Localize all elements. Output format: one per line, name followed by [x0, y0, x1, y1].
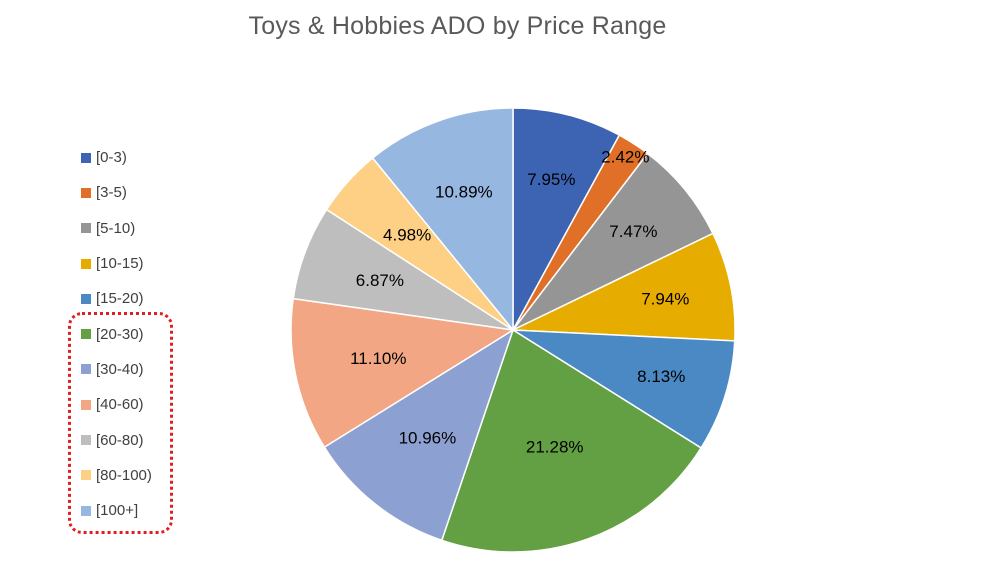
- pie-slice-7: [323, 328, 515, 542]
- legend-label: [5-10): [96, 219, 136, 237]
- legend-item: [80-100): [81, 458, 152, 493]
- legend-item: [10-15): [81, 246, 152, 281]
- legend-swatch: [81, 293, 91, 304]
- slice-data-label-4: 7.94%: [641, 290, 689, 309]
- legend-label: [3-5): [96, 184, 127, 202]
- legend-label: [30-40): [96, 360, 144, 378]
- legend-label: [10-15): [96, 255, 144, 273]
- slice-data-label-1: 7.95%: [527, 170, 575, 189]
- legend-item: [15-20): [81, 281, 152, 316]
- legend-swatch: [81, 329, 91, 340]
- legend-swatch: [81, 364, 91, 375]
- pie-slice-4: [512, 232, 736, 342]
- legend-swatch: [81, 399, 91, 410]
- legend-label: [15-20): [96, 290, 144, 308]
- pie-slice-6: [440, 328, 703, 553]
- pie-slice-11: [371, 107, 514, 333]
- slice-data-label-2: 2.42%: [601, 147, 649, 166]
- legend-item: [3-5): [81, 175, 152, 210]
- legend-swatch: [81, 435, 91, 446]
- legend-swatch: [81, 187, 91, 198]
- slice-data-label-3: 7.47%: [609, 222, 657, 241]
- slice-data-label-9: 6.87%: [356, 271, 404, 290]
- pie-slice-3: [512, 152, 714, 331]
- slice-data-label-11: 10.89%: [435, 182, 493, 201]
- slice-data-label-7: 10.96%: [399, 428, 457, 447]
- legend-swatch: [81, 505, 91, 516]
- legend-swatch: [81, 470, 91, 481]
- legend-swatch: [81, 258, 91, 269]
- slice-data-label-10: 4.98%: [383, 226, 431, 245]
- legend-swatch: [81, 223, 91, 234]
- legend-label: [20-30): [96, 325, 144, 343]
- legend-item: [5-10): [81, 211, 152, 246]
- legend-label: [60-80): [96, 431, 144, 449]
- legend-item: [100+]: [81, 493, 152, 528]
- legend: [0-3) [3-5) [5-10) [10-15) [15-20) [20-30) [30…: [81, 140, 152, 528]
- pie-slice-8: [290, 297, 516, 449]
- legend-label: [100+]: [96, 502, 139, 520]
- legend-label: [0-3): [96, 149, 127, 167]
- legend-item: [40-60): [81, 387, 152, 422]
- chart-title: Toys & Hobbies ADO by Price Range: [248, 12, 667, 40]
- pie-slice-1: [512, 107, 621, 331]
- legend-swatch: [81, 152, 91, 163]
- legend-item: [60-80): [81, 422, 152, 457]
- legend-item: [20-30): [81, 316, 152, 351]
- legend-item: [30-40): [81, 352, 152, 387]
- slice-data-label-5: 8.13%: [637, 367, 685, 386]
- pie-slice-5: [510, 329, 736, 449]
- legend-highlight-box: [68, 312, 173, 534]
- slice-data-label-8: 11.10%: [350, 349, 406, 368]
- legend-label: [40-60): [96, 396, 144, 414]
- slice-data-label-6: 21.28%: [526, 438, 584, 457]
- legend-item: [0-3): [81, 140, 152, 175]
- legend-label: [80-100): [96, 466, 152, 484]
